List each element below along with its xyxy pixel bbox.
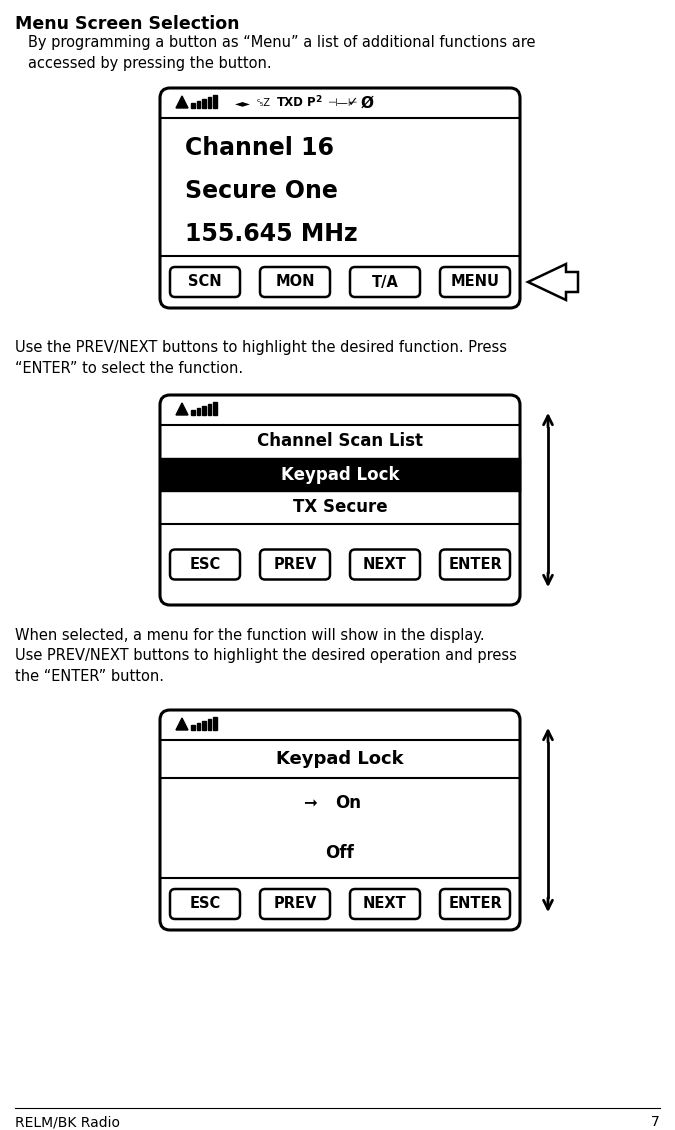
FancyBboxPatch shape xyxy=(260,267,330,297)
FancyBboxPatch shape xyxy=(440,549,510,580)
Text: PREV: PREV xyxy=(273,896,317,912)
Bar xyxy=(191,725,194,730)
Text: 7: 7 xyxy=(651,1115,660,1129)
Bar xyxy=(202,99,205,108)
Text: Use the PREV/NEXT buttons to highlight the desired function. Press
“ENTER” to se: Use the PREV/NEXT buttons to highlight t… xyxy=(15,340,507,376)
Bar xyxy=(207,405,211,415)
Text: When selected, a menu for the function will show in the display.: When selected, a menu for the function w… xyxy=(15,628,485,643)
FancyBboxPatch shape xyxy=(170,549,240,580)
Text: Channel Scan List: Channel Scan List xyxy=(257,433,423,451)
Text: ENTER: ENTER xyxy=(448,557,502,572)
FancyBboxPatch shape xyxy=(170,889,240,919)
FancyBboxPatch shape xyxy=(440,267,510,297)
FancyBboxPatch shape xyxy=(350,549,420,580)
Text: TXD: TXD xyxy=(277,96,304,110)
FancyBboxPatch shape xyxy=(260,549,330,580)
Bar xyxy=(202,406,205,415)
Text: 2: 2 xyxy=(315,95,321,104)
Text: MON: MON xyxy=(275,275,315,289)
Bar xyxy=(202,721,205,730)
Text: SCN: SCN xyxy=(188,275,222,289)
Bar xyxy=(213,95,217,108)
Text: TX Secure: TX Secure xyxy=(293,498,387,516)
Bar xyxy=(191,103,194,108)
Polygon shape xyxy=(176,96,188,108)
Text: P: P xyxy=(307,96,316,110)
Text: Channel 16: Channel 16 xyxy=(185,136,334,160)
Text: ENTER: ENTER xyxy=(448,896,502,912)
FancyBboxPatch shape xyxy=(350,889,420,919)
FancyBboxPatch shape xyxy=(170,267,240,297)
Text: Keypad Lock: Keypad Lock xyxy=(276,750,404,768)
Text: Use PREV/NEXT buttons to highlight the desired operation and press
the “ENTER” b: Use PREV/NEXT buttons to highlight the d… xyxy=(15,647,517,684)
Bar xyxy=(213,718,217,730)
Text: 155.645 MHz: 155.645 MHz xyxy=(185,221,358,246)
Text: RELM/BK Radio: RELM/BK Radio xyxy=(15,1115,120,1129)
Text: ESC: ESC xyxy=(190,557,221,572)
Text: ✓: ✓ xyxy=(347,96,358,110)
Text: Menu Screen Selection: Menu Screen Selection xyxy=(15,15,240,33)
Bar xyxy=(160,458,520,492)
FancyBboxPatch shape xyxy=(440,889,510,919)
FancyBboxPatch shape xyxy=(160,396,520,605)
Text: MENU: MENU xyxy=(450,275,500,289)
Polygon shape xyxy=(176,718,188,730)
Text: ESC: ESC xyxy=(190,896,221,912)
Bar xyxy=(207,719,211,730)
Polygon shape xyxy=(528,264,578,299)
Bar xyxy=(191,410,194,415)
Text: ➞: ➞ xyxy=(303,794,317,812)
Bar xyxy=(213,402,217,415)
FancyBboxPatch shape xyxy=(260,889,330,919)
Text: ⊣—⊢: ⊣—⊢ xyxy=(327,98,358,108)
FancyBboxPatch shape xyxy=(160,710,520,930)
Text: By programming a button as “Menu” a list of additional functions are
accessed by: By programming a button as “Menu” a list… xyxy=(28,35,535,71)
Text: NEXT: NEXT xyxy=(363,896,407,912)
Bar xyxy=(207,97,211,108)
Text: ᶜ₅Z: ᶜ₅Z xyxy=(257,98,271,108)
Text: Off: Off xyxy=(325,844,354,862)
Text: Secure One: Secure One xyxy=(185,179,338,203)
FancyBboxPatch shape xyxy=(350,267,420,297)
Bar xyxy=(196,723,200,730)
Bar xyxy=(196,101,200,108)
Text: On: On xyxy=(335,794,361,812)
Text: Keypad Lock: Keypad Lock xyxy=(281,466,399,484)
Bar xyxy=(196,408,200,415)
Text: NEXT: NEXT xyxy=(363,557,407,572)
Polygon shape xyxy=(176,403,188,415)
Text: PREV: PREV xyxy=(273,557,317,572)
Text: T/A: T/A xyxy=(371,275,398,289)
FancyBboxPatch shape xyxy=(160,88,520,308)
Text: ◄►: ◄► xyxy=(235,98,251,108)
Text: Ø: Ø xyxy=(361,96,374,111)
